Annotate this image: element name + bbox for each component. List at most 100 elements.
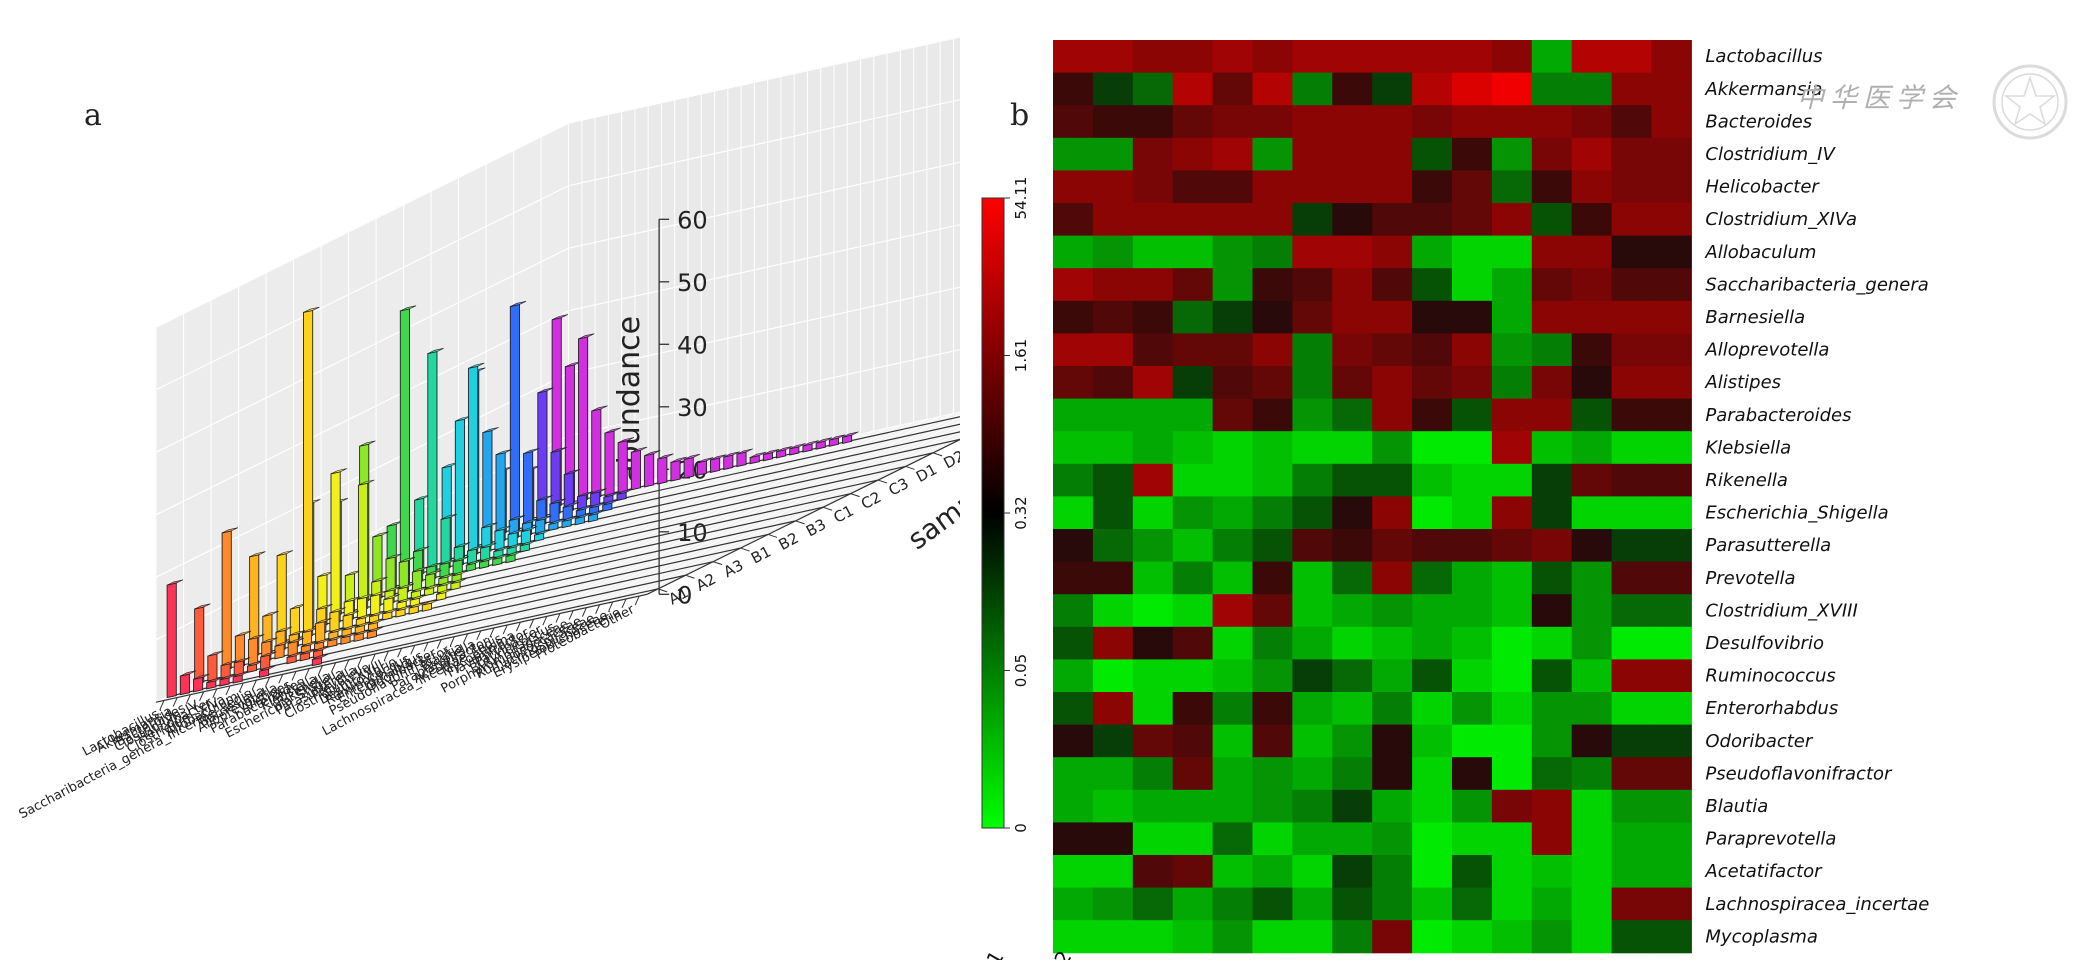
- heatmap-cell: [1651, 72, 1692, 106]
- bar-top: [340, 632, 357, 639]
- bar-top: [591, 405, 608, 412]
- 3d-bar-chart-svg: 0102030405060abundanceLactobacillusAkker…: [17, 14, 1076, 822]
- heatmap-cell: [1372, 789, 1413, 823]
- bar-top: [384, 586, 401, 593]
- heatmap-cell: [1372, 235, 1413, 269]
- bar: [248, 637, 259, 666]
- bar-top: [300, 649, 317, 655]
- heatmap-cell: [1212, 561, 1253, 595]
- bar: [179, 673, 190, 696]
- bar-top: [536, 495, 553, 501]
- bar-top: [710, 454, 727, 461]
- bar: [683, 456, 694, 479]
- heatmap-cell: [1332, 626, 1373, 660]
- bar-top: [382, 608, 399, 615]
- heatmap-cell: [1053, 105, 1094, 139]
- bar-top: [603, 491, 620, 498]
- genus-tick: [634, 595, 640, 606]
- heatmap-cell: [1292, 822, 1333, 856]
- heatmap-cell: [1531, 300, 1573, 334]
- heatmap-cell: [1531, 855, 1573, 889]
- heatmap-cell: [1132, 398, 1174, 432]
- heatmap-cell: [1412, 789, 1453, 823]
- heatmap-cell: [1372, 822, 1413, 856]
- heatmap-cell: [1531, 692, 1573, 726]
- bar-top: [261, 637, 278, 644]
- heatmap-cell: [1092, 789, 1134, 823]
- heatmap-cell: [1292, 235, 1333, 269]
- heatmap-cell: [1132, 757, 1174, 791]
- z-tick-label: 0: [677, 581, 692, 609]
- heatmap-cell: [1611, 137, 1652, 171]
- genus-tick: [423, 642, 429, 652]
- bar: [329, 610, 340, 633]
- bar-top: [776, 446, 793, 452]
- heatmap-cell: [1491, 366, 1533, 400]
- bar-top: [344, 596, 361, 603]
- heatmap-cell: [1172, 594, 1214, 628]
- grid-line: [580, 404, 994, 610]
- heatmap-cell: [1053, 72, 1094, 106]
- heatmap-cell: [1212, 366, 1253, 400]
- heatmap-cell: [1053, 529, 1094, 563]
- genus-tick: [331, 662, 337, 672]
- heatmap-cell: [1212, 333, 1253, 367]
- watermark-text: 中华医学会: [1797, 83, 1962, 114]
- heatmap-cell: [1571, 496, 1613, 530]
- bar-top: [482, 427, 499, 433]
- heatmap-cell: [1172, 724, 1214, 758]
- genus-axis-line: [155, 593, 648, 703]
- panel-label-b: b: [1010, 98, 1030, 133]
- bar-top: [616, 488, 633, 495]
- heatmap-cell: [1452, 203, 1493, 237]
- heatmap-cell: [1491, 431, 1533, 465]
- bar-top: [562, 501, 580, 508]
- heatmap-cell: [1372, 137, 1413, 171]
- sample-tick: [850, 493, 860, 498]
- heatmap-cell: [1252, 72, 1293, 106]
- bar-top: [397, 583, 415, 590]
- bar-top: [551, 314, 569, 320]
- heatmap-cell: [1132, 170, 1174, 204]
- heatmap-cell: [1651, 333, 1692, 367]
- heatmap-cell: [1452, 137, 1493, 171]
- heatmap-cell: [1412, 40, 1453, 74]
- row-label: Clostridium_XIVa: [1705, 209, 1857, 230]
- heatmap-cell: [1531, 822, 1573, 856]
- heatmap-cell: [1651, 203, 1692, 237]
- heatmap-cell: [1292, 170, 1333, 204]
- bar-top: [550, 447, 567, 453]
- bar-top: [166, 579, 184, 586]
- heatmap-cell: [1651, 170, 1692, 204]
- heatmap-cell: [1452, 366, 1493, 400]
- heatmap-cell: [1092, 594, 1134, 628]
- bar: [630, 449, 641, 491]
- heatmap-cell: [1252, 659, 1293, 693]
- z-tick-label: 60: [677, 206, 708, 234]
- heatmap-cell: [1491, 398, 1533, 432]
- heatmap-cell: [1372, 463, 1413, 497]
- bar-top: [422, 599, 439, 606]
- bar-top: [438, 573, 455, 580]
- z-axis-label: abundance: [612, 316, 647, 483]
- watermark-seal-icon: [1990, 62, 2070, 147]
- heatmap-cell: [1132, 724, 1174, 758]
- heatmap-cell: [1651, 626, 1692, 660]
- heatmap-cell: [1132, 300, 1174, 334]
- heatmap-cell: [1571, 594, 1613, 628]
- genus-tick: [278, 674, 284, 684]
- row-label: Desulfovibrio: [1705, 633, 1824, 654]
- heatmap-cell: [1571, 105, 1613, 139]
- heatmap-cell: [1531, 757, 1573, 791]
- heatmap-cell: [1611, 40, 1652, 74]
- sample-tick-label: A2: [693, 570, 719, 595]
- heatmap-cell: [1172, 431, 1214, 465]
- heatmap-cell: [1053, 789, 1094, 823]
- heatmap-cell: [1252, 203, 1293, 237]
- bar-top: [763, 449, 780, 455]
- heatmap-cell: [1412, 561, 1453, 595]
- heatmap-cell: [1571, 822, 1613, 856]
- heatmap-cell: [1132, 822, 1174, 856]
- heatmap-cell: [1651, 855, 1692, 889]
- heatmap-cell: [1252, 496, 1293, 530]
